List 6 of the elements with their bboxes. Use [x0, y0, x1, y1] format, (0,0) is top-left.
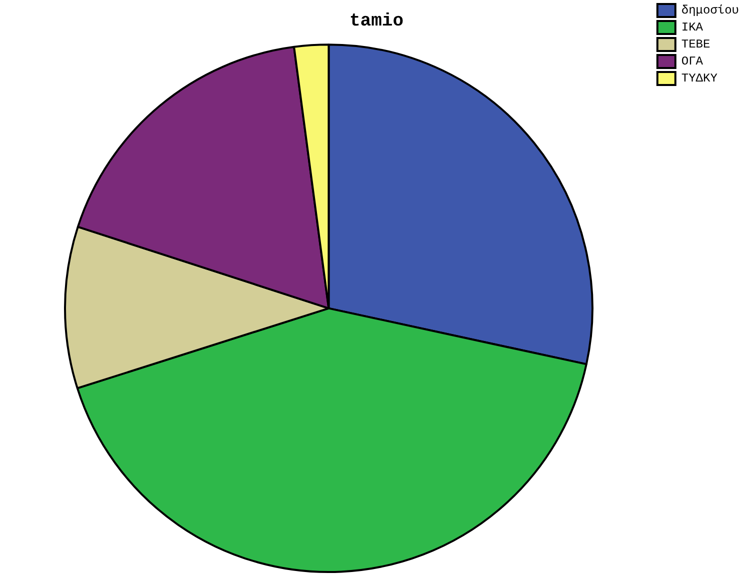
legend-label: ΤΕΒΕ [681, 38, 710, 52]
legend-label: ΟΓΑ [681, 54, 704, 69]
legend-label: ΤΥΔΚΥ [681, 72, 718, 86]
text: tamio [349, 11, 404, 32]
legend-label: ΙΚΑ [681, 20, 704, 35]
legend-label: δημοσίου [681, 4, 739, 18]
